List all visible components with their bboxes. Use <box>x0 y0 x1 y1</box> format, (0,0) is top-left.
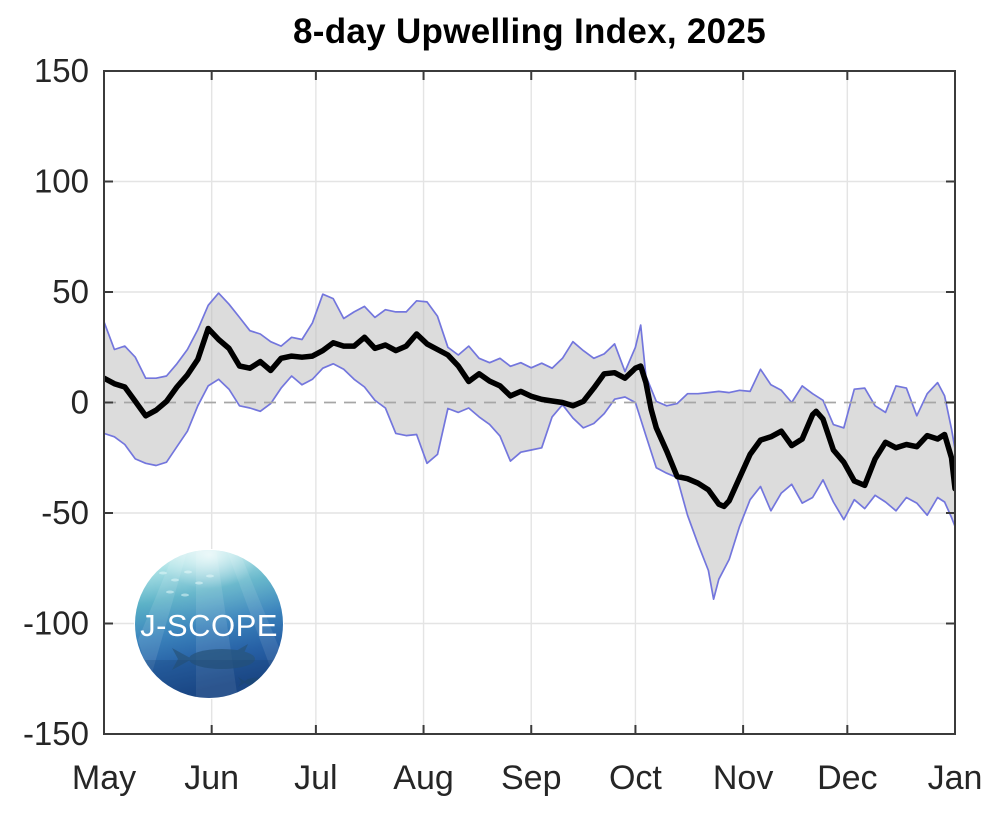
fish-school-specks <box>159 570 214 597</box>
data-series-layer <box>104 292 955 601</box>
svg-text:May: May <box>72 759 136 797</box>
svg-text:100: 100 <box>34 163 89 200</box>
svg-text:50: 50 <box>52 273 89 310</box>
svg-text:0: 0 <box>71 384 89 421</box>
svg-text:Jan: Jan <box>928 759 983 797</box>
axis-ticks <box>103 70 956 735</box>
logo-text: J-SCOPE <box>140 608 278 643</box>
svg-text:Jun: Jun <box>184 759 239 797</box>
svg-text:150: 150 <box>34 52 89 89</box>
svg-text:Nov: Nov <box>713 759 773 797</box>
svg-text:Oct: Oct <box>609 759 662 797</box>
svg-text:-150: -150 <box>23 715 89 752</box>
svg-text:-100: -100 <box>23 605 89 642</box>
fish-silhouette <box>172 644 255 670</box>
x-tick-labels: May Jun Jul Aug Sep Oct Nov Dec Jan <box>72 759 983 797</box>
svg-text:Sep: Sep <box>501 759 562 797</box>
y-tick-labels: -150 -100 -50 0 50 100 150 <box>23 52 89 752</box>
jscope-logo: J-SCOPE <box>134 549 284 699</box>
svg-text:Jul: Jul <box>294 759 337 797</box>
svg-text:-50: -50 <box>41 494 89 531</box>
svg-text:Dec: Dec <box>817 759 877 797</box>
svg-text:Aug: Aug <box>393 759 454 797</box>
chart-title: 8-day Upwelling Index, 2025 <box>293 12 766 51</box>
